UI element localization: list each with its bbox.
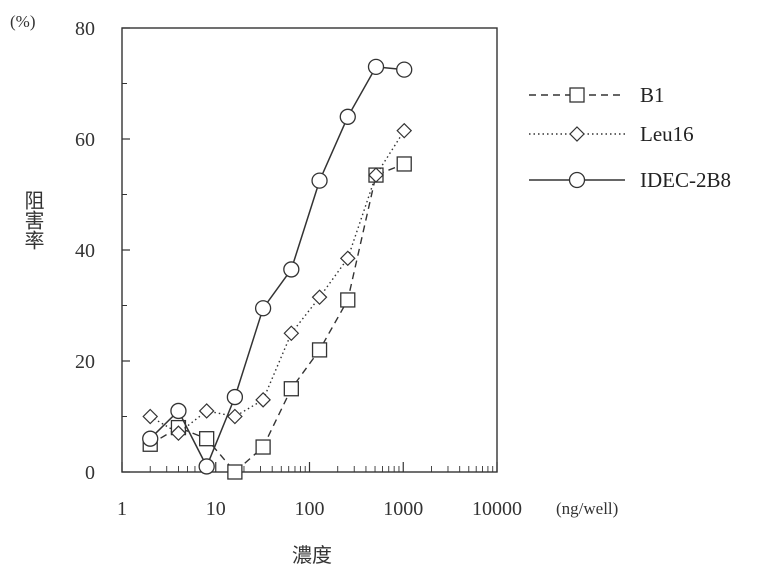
series-line [149,66,405,469]
legend-swatch-marker [569,126,585,142]
data-point [339,108,356,125]
data-point [198,403,215,419]
data-point [368,167,384,183]
data-point [311,289,328,306]
data-point [255,392,271,408]
data-point [227,408,243,425]
y-tick-label: 80 [75,18,95,40]
legend-label: B1 [640,83,665,107]
y-axis-title: 阻害率 [21,190,45,250]
data-point [396,156,412,172]
data-point [142,430,159,447]
legend-swatch-marker [569,87,585,103]
series-line [149,163,405,473]
data-point [339,250,356,267]
data-point [283,261,300,278]
legend: B1 Leu16 IDEC-2B8 [529,83,731,192]
data-point [142,408,159,425]
data-point [226,388,244,406]
data-point [199,431,215,447]
data-point [255,439,271,455]
data-point [367,58,385,75]
x-tick-label: 100 [295,498,325,520]
ticks: 0 20 40 60 80 1 10 100 1000 10000 [75,18,522,520]
legend-item: IDEC-2B8 [529,168,731,192]
y-tick-label: 60 [75,129,95,151]
series-leu16 [142,122,413,441]
data-point [170,402,187,420]
data-point [396,122,413,139]
data-point [283,381,299,397]
y-tick-label: 0 [85,462,95,484]
series-line [149,130,405,434]
data-point [254,300,272,317]
data-point [198,458,215,475]
labels: (%) (ng/well) 濃度 阻害率 [10,12,618,567]
x-axis-unit: (ng/well) [556,499,618,518]
legend-item: B1 [529,83,665,107]
y-tick-label: 40 [75,240,95,262]
series-layer [142,58,413,480]
y-tick-label: 20 [75,351,95,373]
x-tick-label: 1 [117,498,127,520]
data-point [170,425,187,441]
data-point [311,172,328,189]
series-idec-2b8 [142,58,413,475]
data-point [311,342,328,358]
legend-label: Leu16 [640,122,694,146]
data-point [283,325,300,342]
data-point [227,464,243,480]
x-tick-label: 1000 [383,498,423,520]
y-axis-unit: (%) [10,12,35,31]
data-point [340,292,356,308]
legend-label: IDEC-2B8 [640,168,731,192]
x-tick-label: 10 [206,498,226,520]
legend-swatch-marker [568,171,586,189]
x-axis-title: 濃度 [292,543,332,567]
legend-item: Leu16 [529,122,694,146]
x-tick-label: 10000 [472,498,522,520]
data-point [396,61,413,78]
